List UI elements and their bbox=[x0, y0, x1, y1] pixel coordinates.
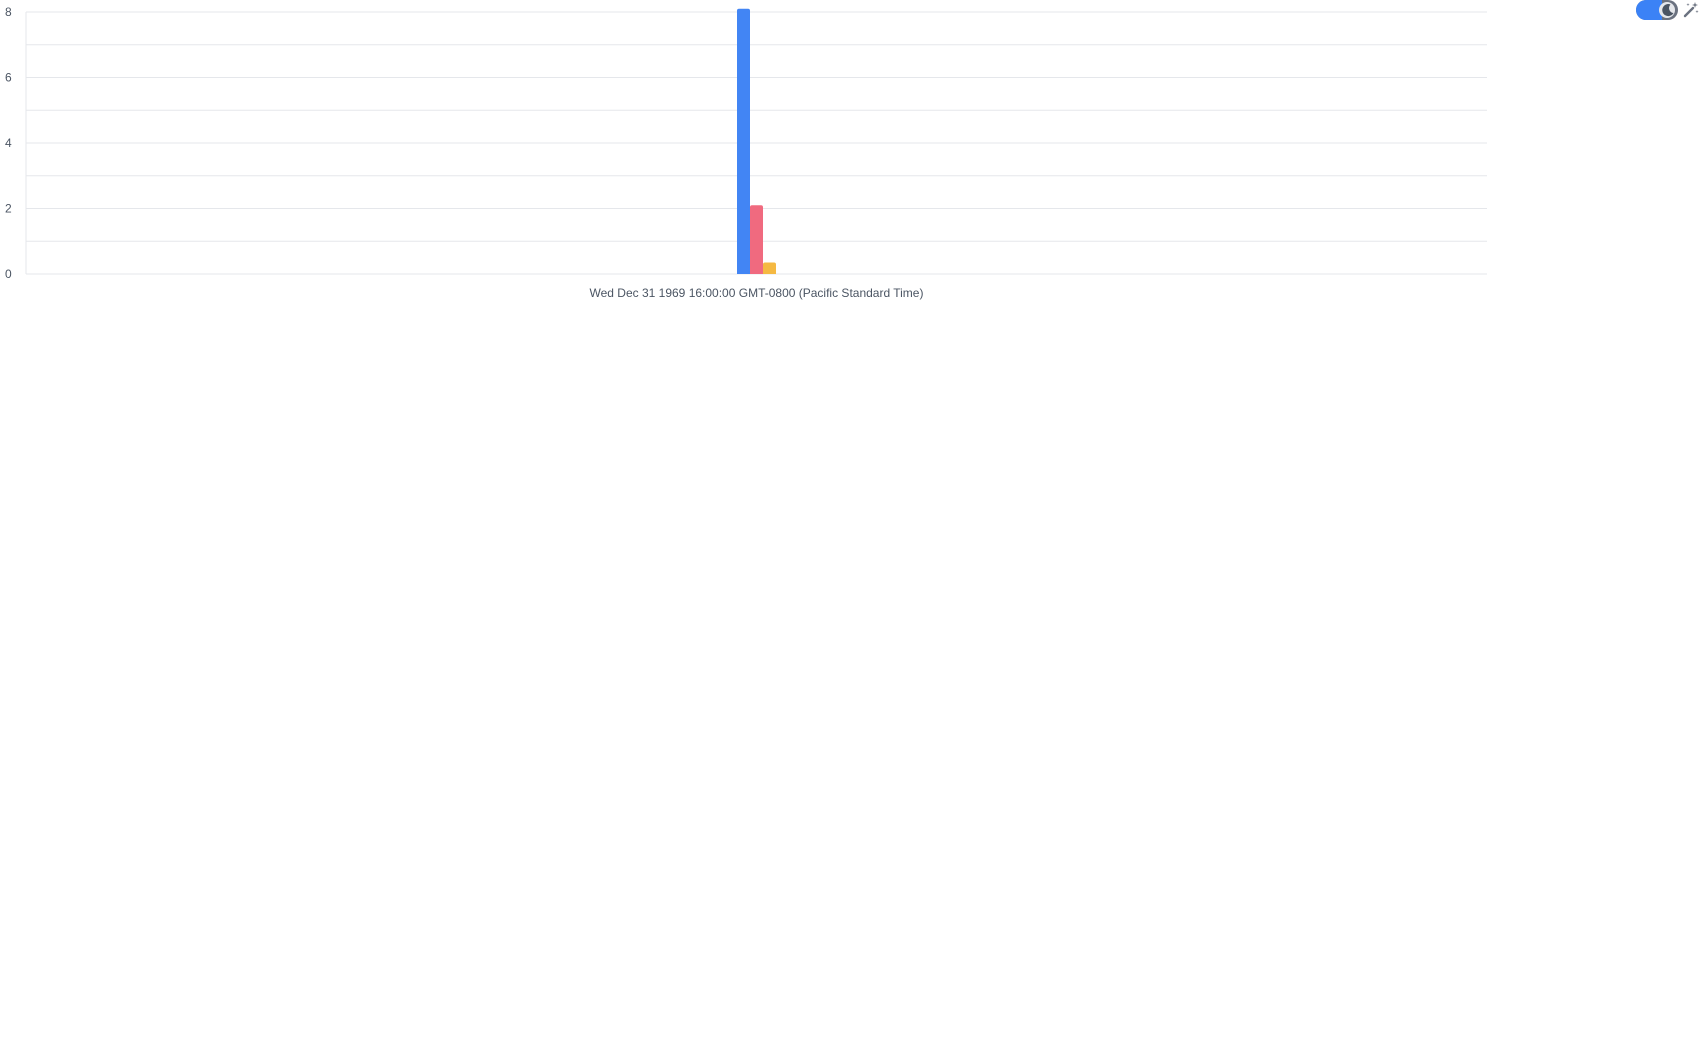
x-tick-label: Wed Dec 31 1969 16:00:00 GMT-0800 (Pacif… bbox=[590, 286, 924, 300]
moon-icon bbox=[1662, 4, 1674, 17]
y-tick-label: 4 bbox=[5, 136, 12, 150]
y-tick-label: 2 bbox=[5, 202, 12, 216]
magic-wand-icon bbox=[1683, 2, 1699, 18]
magic-wand-button[interactable] bbox=[1681, 0, 1701, 20]
y-tick-label: 0 bbox=[5, 267, 12, 281]
bar-chart: 0 2 4 6 8 Wed Dec 31 1969 16:00:00 GMT-0800 (… bbox=[5, 5, 1487, 300]
bar-series-3 bbox=[763, 262, 776, 274]
toggle-track-on bbox=[1636, 0, 1662, 20]
bar-series-1 bbox=[737, 8, 750, 274]
chart-container: 0 2 4 6 8 Wed Dec 31 1969 16:00:00 GMT-0800 (… bbox=[0, 0, 1500, 310]
top-controls bbox=[1636, 0, 1701, 20]
theme-toggle[interactable] bbox=[1636, 0, 1678, 20]
y-tick-label: 6 bbox=[5, 71, 12, 85]
y-tick-label: 8 bbox=[5, 5, 12, 19]
bar-series-2 bbox=[750, 205, 763, 274]
